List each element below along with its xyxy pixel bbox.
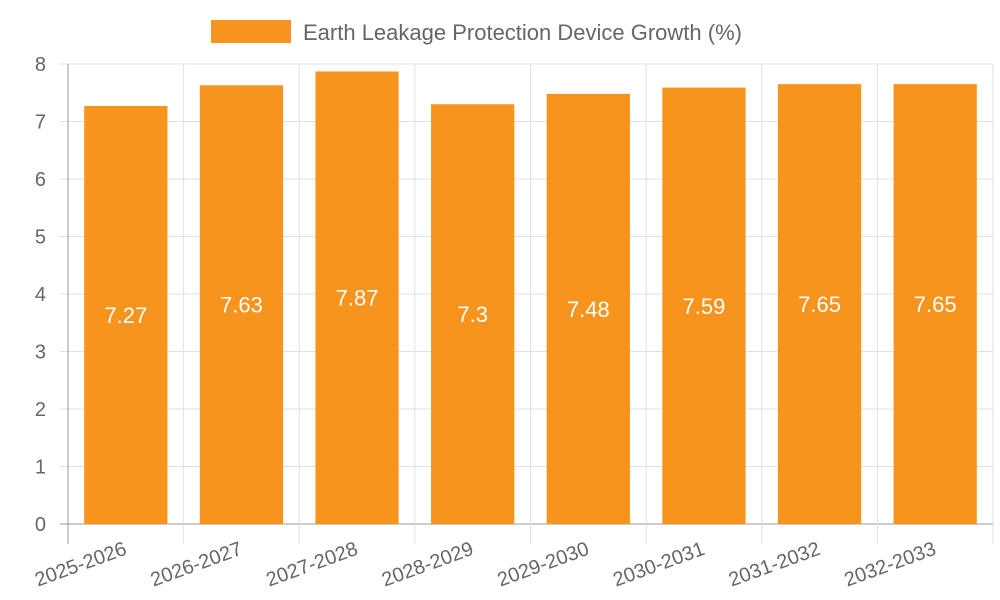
y-tick-label: 6 [35,169,46,191]
bar-value-label: 7.65 [798,292,841,317]
bar-value-label: 7.63 [220,293,263,318]
x-tick-label: 2025-2026 [32,538,129,591]
x-tick-label: 2028-2029 [379,538,476,591]
bar[interactable] [662,87,746,524]
y-tick-label: 4 [35,284,46,306]
x-tick-label: 2031-2032 [726,538,823,591]
bar[interactable] [431,104,515,524]
bar[interactable] [84,105,168,524]
legend-label: Earth Leakage Protection Device Growth (… [303,20,742,45]
x-tick-label: 2027-2028 [263,538,360,591]
bar-value-label: 7.48 [567,297,610,322]
bar-value-label: 7.3 [457,302,488,327]
y-tick-label: 7 [35,112,46,134]
x-tick-label: 2029-2030 [495,538,592,591]
bar[interactable] [893,84,977,524]
x-tick-label: 2032-2033 [841,538,938,591]
bar[interactable] [546,93,630,525]
y-tick-label: 5 [35,227,46,249]
bar[interactable] [315,71,399,524]
bars: 7.27 7.63 7.87 7.3 7.48 7.59 7.65 7.65 [84,71,977,525]
y-tick-label: 2 [35,399,46,421]
legend[interactable]: Earth Leakage Protection Device Growth (… [211,20,742,45]
bar-value-label: 7.27 [104,303,147,328]
y-tick-label: 8 [35,54,46,76]
y-tick-label: 0 [35,514,46,536]
y-tick-label: 3 [35,342,46,364]
x-tick-label: 2026-2027 [148,538,245,591]
y-tick-label: 1 [35,457,46,479]
bar-value-label: 7.87 [336,286,379,311]
x-tick-label: 2030-2031 [610,538,707,591]
bar[interactable] [777,84,862,524]
bar-value-label: 7.65 [914,292,957,317]
legend-swatch [211,20,291,43]
bar-value-label: 7.59 [683,294,726,319]
bar[interactable] [199,85,284,525]
